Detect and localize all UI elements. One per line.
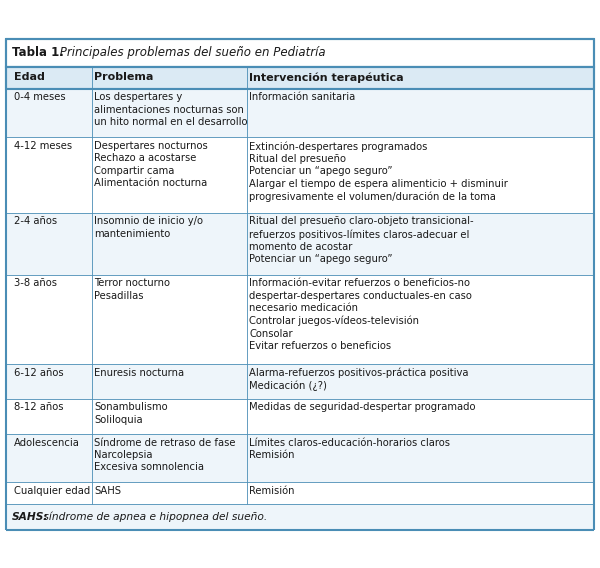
Text: Terror nocturno
Pesadillas: Terror nocturno Pesadillas (94, 278, 170, 301)
Text: 0-4 meses: 0-4 meses (14, 93, 65, 102)
Bar (6, 89, 594, 137)
Text: Ritual del presueño claro-objeto transicional-
refuerzos positivos-límites claro: Ritual del presueño claro-objeto transic… (249, 216, 473, 264)
Text: Remisión: Remisión (249, 486, 295, 496)
Text: Principales problemas del sueño en Pediatría: Principales problemas del sueño en Pedia… (56, 46, 326, 59)
Text: Síndrome de retraso de fase
Narcolepsia
Excesiva somnolencia: Síndrome de retraso de fase Narcolepsia … (94, 437, 235, 473)
Text: Tabla 1.: Tabla 1. (12, 46, 64, 59)
Text: Información-evitar refuerzos o beneficios-no
despertar-despertares conductuales-: Información-evitar refuerzos o beneficio… (249, 278, 472, 351)
Bar (6, 212, 594, 274)
Text: Insomnio de inicio y/o
mantenimiento: Insomnio de inicio y/o mantenimiento (94, 216, 203, 239)
Text: Adolescencia: Adolescencia (14, 437, 80, 448)
Text: Despertares nocturnos
Rechazo a acostarse
Compartir cama
Alimentación nocturna: Despertares nocturnos Rechazo a acostars… (94, 141, 208, 188)
Text: Enuresis nocturna: Enuresis nocturna (94, 367, 184, 378)
Bar (6, 503, 594, 529)
Bar (6, 433, 594, 482)
Bar (6, 137, 594, 212)
Bar (6, 274, 594, 364)
Text: SAHS:: SAHS: (12, 512, 49, 521)
Text: SAHS: SAHS (94, 486, 121, 496)
Text: Edad: Edad (14, 73, 45, 82)
Text: Medidas de seguridad-despertar programado: Medidas de seguridad-despertar programad… (249, 403, 476, 412)
Text: Alarma-refuerzos positivos-práctica positiva
Medicación (¿?): Alarma-refuerzos positivos-práctica posi… (249, 367, 469, 391)
Text: Sonambulismo
Soliloquia: Sonambulismo Soliloquia (94, 403, 167, 425)
Text: 4-12 meses: 4-12 meses (14, 141, 72, 151)
Text: Extinción-despertares programados
Ritual del presueño
Potenciar un “apego seguro: Extinción-despertares programados Ritual… (249, 141, 508, 202)
Bar (6, 399, 594, 433)
Text: Los despertares y
alimentaciones nocturnas son
un hito normal en el desarrollo: Los despertares y alimentaciones nocturn… (94, 93, 248, 127)
Text: Intervención terapéutica: Intervención terapéutica (249, 72, 404, 83)
Text: 3-8 años: 3-8 años (14, 278, 57, 289)
Text: Información sanitaria: Información sanitaria (249, 93, 355, 102)
Bar (6, 482, 594, 503)
Text: Problema: Problema (94, 73, 154, 82)
Text: 8-12 años: 8-12 años (14, 403, 64, 412)
Bar (6, 66, 594, 89)
Text: Cualquier edad: Cualquier edad (14, 486, 90, 496)
Bar (6, 364, 594, 399)
Text: síndrome de apnea e hipopnea del sueño.: síndrome de apnea e hipopnea del sueño. (40, 511, 267, 522)
Text: 6-12 años: 6-12 años (14, 367, 64, 378)
Text: Límites claros-educación-horarios claros
Remisión: Límites claros-educación-horarios claros… (249, 437, 450, 460)
Text: 2-4 años: 2-4 años (14, 216, 57, 227)
Bar (6, 39, 594, 66)
